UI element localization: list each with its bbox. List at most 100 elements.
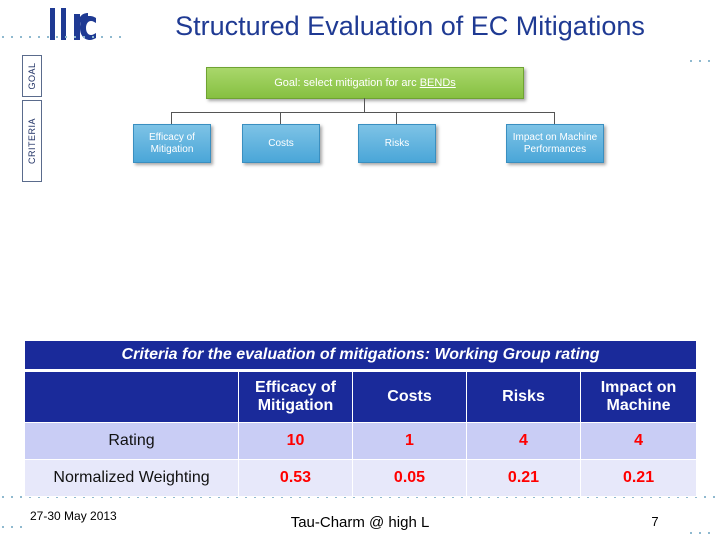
decorative-dot — [668, 496, 670, 498]
decorative-dot — [488, 496, 490, 498]
decorative-dot — [290, 496, 292, 498]
decorative-dot — [272, 496, 274, 498]
decorative-dot — [263, 496, 265, 498]
decorative-dot — [326, 496, 328, 498]
decorative-dot — [587, 496, 589, 498]
decorative-dot — [65, 36, 67, 38]
footer-event: Tau-Charm @ high L — [290, 514, 430, 531]
decorative-dot — [11, 36, 13, 38]
decorative-dot — [560, 496, 562, 498]
decorative-dot — [110, 36, 112, 38]
decorative-dot — [443, 496, 445, 498]
goal-side-label: GOAL — [22, 55, 42, 97]
decorative-dot — [690, 532, 692, 534]
decorative-dot — [470, 496, 472, 498]
decorative-dot — [704, 496, 706, 498]
decorative-dot — [659, 496, 661, 498]
decorative-dot — [479, 496, 481, 498]
goal-text-underlined: BENDs — [419, 77, 456, 89]
decorative-dot — [690, 60, 692, 62]
decorative-dot — [20, 496, 22, 498]
header-risks: Risks — [466, 370, 581, 423]
decorative-dot — [209, 496, 211, 498]
decorative-dot — [92, 496, 94, 498]
decorative-dot — [641, 496, 643, 498]
decorative-dot — [74, 36, 76, 38]
decorative-dot — [101, 36, 103, 38]
cell-value: 0.05 — [352, 459, 467, 497]
decorative-dot — [708, 60, 710, 62]
decorative-dot — [362, 496, 364, 498]
decorative-dot — [389, 496, 391, 498]
decorative-dot — [515, 496, 517, 498]
decorative-dot — [407, 496, 409, 498]
decorative-dot — [29, 36, 31, 38]
header-empty-cell — [24, 370, 239, 423]
decorative-dot — [605, 496, 607, 498]
criteria-line: Costs — [268, 137, 294, 149]
decorative-dot — [524, 496, 526, 498]
connector-bar — [171, 112, 554, 113]
cell-value: 1 — [352, 422, 467, 460]
decorative-dot — [542, 496, 544, 498]
page-number: 7 — [651, 514, 659, 529]
decorative-dot — [38, 36, 40, 38]
decorative-dot — [11, 526, 13, 528]
criteria-box-impact: Impact on Machine Performances — [506, 124, 604, 163]
header-costs: Costs — [352, 370, 467, 423]
criteria-side-label: CRITERIA — [22, 100, 42, 182]
header-line: Impact on — [600, 379, 677, 396]
decorative-dot — [344, 496, 346, 498]
header-line: Mitigation — [257, 397, 334, 414]
decorative-dot — [74, 496, 76, 498]
decorative-dot — [434, 496, 436, 498]
connector-branch-2 — [280, 112, 281, 124]
decorative-dot — [632, 496, 634, 498]
decorative-dot — [83, 36, 85, 38]
decorative-dot — [335, 496, 337, 498]
connector-branch-4 — [554, 112, 555, 124]
decorative-dot — [398, 496, 400, 498]
decorative-dot — [137, 496, 139, 498]
decorative-dot — [119, 496, 121, 498]
decorative-dot — [371, 496, 373, 498]
decorative-dot — [146, 496, 148, 498]
criteria-line: Impact on Machine — [512, 131, 598, 143]
decorative-dot — [551, 496, 553, 498]
decorative-dot — [2, 36, 4, 38]
decorative-dot — [614, 496, 616, 498]
decorative-dot — [380, 496, 382, 498]
decorative-dot — [29, 496, 31, 498]
table-row: Normalized Weighting 0.53 0.05 0.21 0.21 — [24, 459, 698, 497]
decorative-dot — [11, 496, 13, 498]
decorative-dot — [686, 496, 688, 498]
rating-table: Criteria for the evaluation of mitigatio… — [23, 340, 698, 497]
decorative-dot — [281, 496, 283, 498]
goal-box: Goal: select mitigation for arc BENDs — [206, 67, 524, 99]
decorative-dot — [245, 496, 247, 498]
decorative-dot — [218, 496, 220, 498]
connector-branch-1 — [171, 112, 172, 124]
connector-branch-3 — [396, 112, 397, 124]
connector-trunk — [364, 98, 365, 112]
decorative-dot — [353, 496, 355, 498]
decorative-dot — [227, 496, 229, 498]
cell-value: 0.21 — [579, 459, 698, 497]
decorative-dot — [416, 496, 418, 498]
decorative-dot — [2, 526, 4, 528]
decorative-dot — [299, 496, 301, 498]
criteria-box-risks: Risks — [358, 124, 436, 163]
criteria-line: Mitigation — [150, 143, 194, 155]
cell-value: 4 — [579, 422, 698, 460]
footer-date: 27-30 May 2013 — [30, 509, 117, 523]
header-efficacy: Efficacy of Mitigation — [238, 370, 353, 423]
decorative-dot — [497, 496, 499, 498]
decorative-dot — [38, 496, 40, 498]
decorative-dot — [699, 60, 701, 62]
decorative-dot — [569, 496, 571, 498]
decorative-dot — [56, 36, 58, 38]
decorative-dot — [200, 496, 202, 498]
decorative-dot — [506, 496, 508, 498]
header-line: Efficacy of — [255, 379, 336, 396]
criteria-line: Performances — [523, 143, 587, 155]
